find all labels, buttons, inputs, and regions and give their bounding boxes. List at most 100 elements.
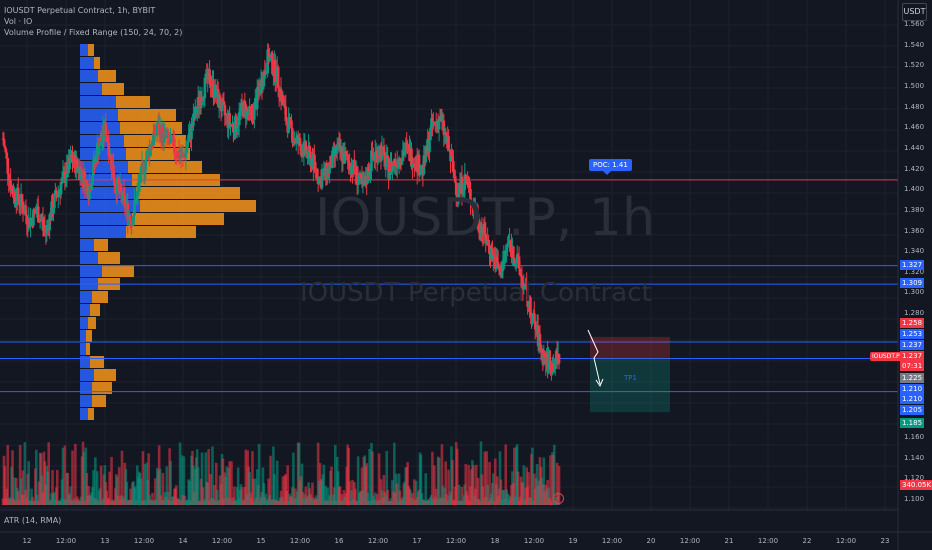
candle-body — [61, 171, 65, 178]
candle-body — [63, 171, 67, 183]
time-tick: 19 — [568, 537, 578, 545]
legend-volume-profile[interactable]: Volume Profile / Fixed Range (150, 24, 7… — [4, 28, 183, 37]
candle-body — [314, 162, 317, 171]
legend-title[interactable]: IOUSDT Perpetual Contract, 1h, BYBIT — [4, 6, 156, 15]
poc-label[interactable]: POC: 1.41 — [589, 159, 632, 175]
volume-bar — [85, 472, 89, 505]
candle-body — [519, 275, 523, 277]
volume-bar — [488, 461, 491, 505]
volume-bar — [395, 483, 399, 505]
volume-bar — [225, 466, 229, 505]
candle-body — [368, 171, 371, 177]
legend-volume[interactable]: Vol · IO — [4, 17, 33, 26]
candle-body — [384, 162, 388, 167]
volume-bar — [262, 483, 266, 505]
lightning-icon[interactable]: ⚡ — [553, 493, 564, 504]
vp-row-up — [80, 161, 128, 173]
candle-body — [531, 315, 534, 325]
candle-body — [529, 297, 532, 315]
candle-body — [281, 94, 285, 105]
time-tick: 14 — [178, 537, 188, 545]
volume-bar — [406, 461, 409, 505]
volume-bar — [366, 492, 369, 505]
volume-bar — [324, 485, 328, 505]
vp-row-down — [102, 265, 134, 277]
candle-body — [451, 155, 454, 162]
volume-profile — [80, 44, 256, 420]
volume-bar — [180, 455, 184, 505]
candle-body — [290, 120, 293, 129]
volume-bar — [542, 457, 546, 505]
candle-body — [477, 226, 481, 231]
volume-bar — [433, 465, 436, 505]
volume-bar — [43, 461, 47, 505]
vp-row-up — [80, 239, 94, 251]
volume-bar — [125, 481, 129, 505]
volume-bar — [61, 447, 65, 505]
vp-row-down — [120, 122, 182, 134]
price-tick: 1.400 — [904, 185, 925, 194]
vp-row-up — [80, 395, 92, 407]
volume-bar — [105, 490, 109, 505]
candle-body — [85, 180, 89, 184]
candle-body — [428, 139, 431, 153]
candle-body — [97, 146, 101, 155]
price-tick: 1.160 — [904, 433, 925, 442]
candle-body — [308, 145, 311, 152]
volume-bar — [94, 457, 97, 505]
candle-body — [142, 163, 146, 175]
vp-row-up — [80, 213, 132, 225]
volume-bar — [53, 492, 56, 505]
volume-bar — [552, 444, 556, 505]
candle-body — [35, 213, 38, 215]
volume-bar — [419, 454, 423, 505]
volume-bar — [252, 478, 255, 505]
candle-body — [525, 284, 528, 290]
time-tick: 18 — [490, 537, 500, 545]
candle-body — [274, 59, 277, 82]
candle-body — [86, 183, 90, 198]
candle-body — [48, 214, 51, 231]
candle-body — [331, 150, 334, 168]
volume-bar — [244, 449, 248, 505]
candle-body — [413, 163, 416, 166]
vp-row-up — [80, 122, 120, 134]
volume-bar — [547, 487, 550, 505]
candle-body — [383, 152, 387, 167]
candle-body — [84, 180, 88, 191]
volume-bar — [183, 495, 187, 505]
candle-body — [403, 150, 407, 155]
atr-indicator-label[interactable]: ATR (14, RMA) — [4, 516, 62, 525]
candle-body — [437, 118, 441, 130]
candle-body — [512, 258, 516, 266]
vp-row-down — [88, 44, 94, 56]
candle-body — [192, 113, 195, 127]
vp-row-down — [90, 356, 104, 368]
candle-body — [335, 144, 339, 154]
volume-bar — [445, 494, 448, 505]
volume-bar — [141, 451, 145, 505]
symbol-price-tag: IOUSDT.P — [870, 352, 902, 361]
candle-body — [25, 215, 29, 225]
candle-body — [223, 104, 227, 116]
currency-button[interactable]: USDT — [902, 3, 927, 21]
volume-bar — [236, 467, 240, 505]
candle-body — [373, 152, 377, 160]
candle-body — [148, 145, 151, 157]
candle-body — [380, 146, 384, 160]
candle-body — [98, 137, 102, 147]
vp-row-down — [92, 382, 112, 394]
candle-body — [369, 170, 372, 172]
volume-bar — [411, 493, 414, 505]
candle-body — [385, 155, 389, 163]
time-tick: 22 — [802, 537, 812, 545]
candle-body — [496, 262, 500, 268]
projection-arrow — [587, 329, 601, 385]
candle-body — [100, 138, 104, 141]
volume-bar — [557, 465, 561, 505]
long-position-tool — [587, 329, 670, 413]
price-tick: 1.340 — [904, 247, 925, 256]
price-tag: 1.309 — [900, 278, 925, 288]
volume-bar — [340, 494, 344, 505]
